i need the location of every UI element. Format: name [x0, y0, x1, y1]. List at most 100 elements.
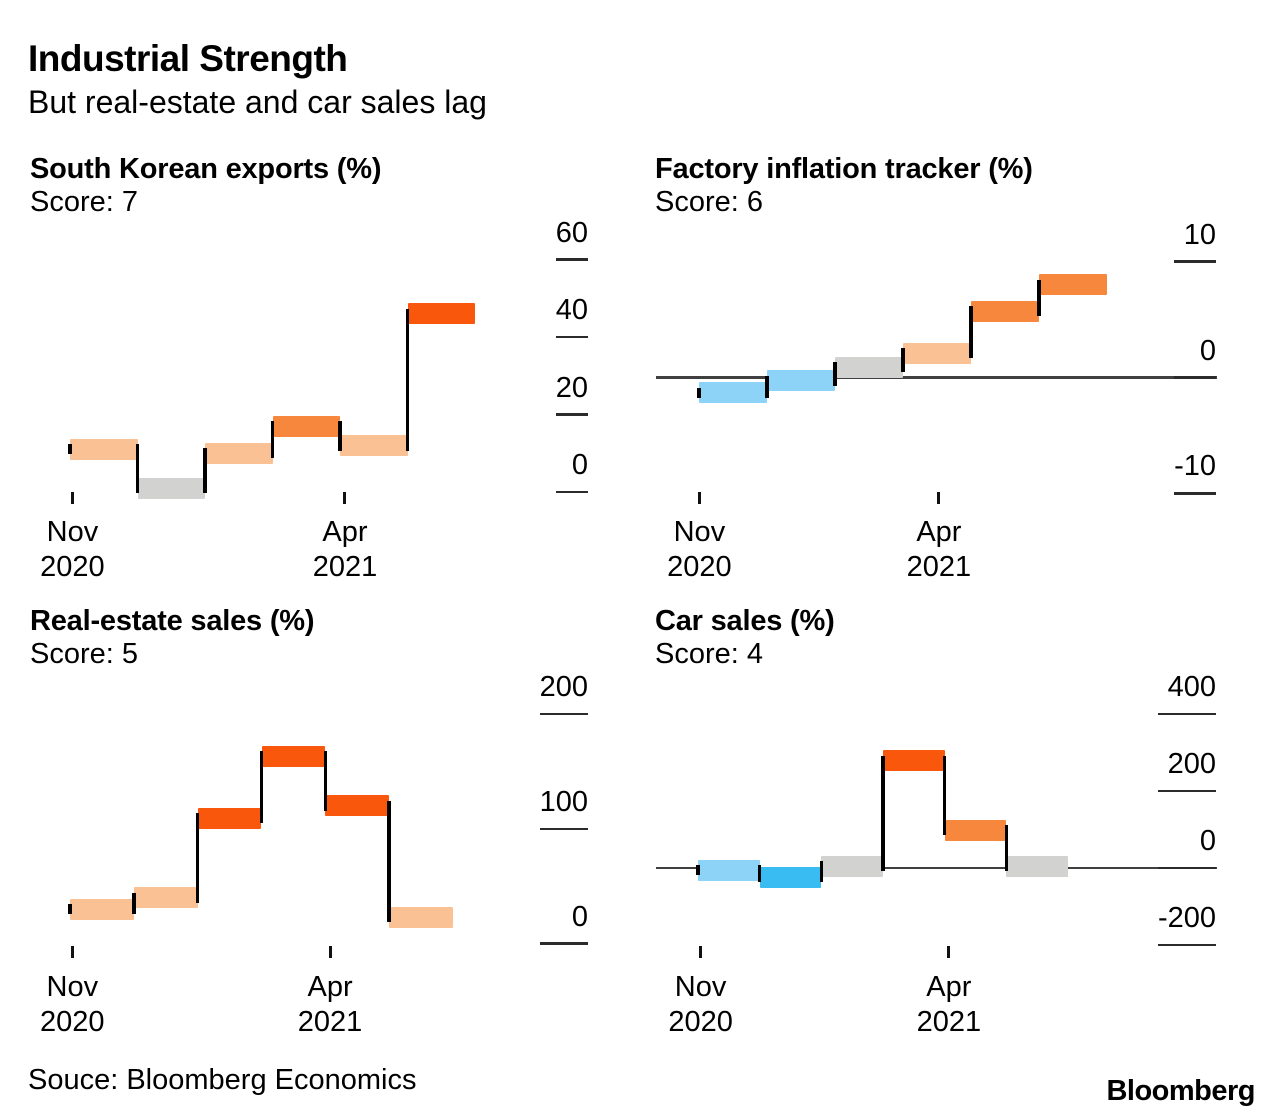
- chart-score: Score: 5: [30, 638, 138, 670]
- x-tick-mark: [697, 492, 701, 504]
- y-tick-label: -10: [1174, 450, 1216, 483]
- x-tick-label: Apr 2021: [298, 970, 363, 1040]
- x-tick-mark: [70, 946, 74, 958]
- y-tick-label: 0: [571, 900, 588, 933]
- y-tick-mark: [556, 335, 588, 339]
- chart-score: Score: 6: [655, 186, 763, 218]
- bar-connector: [323, 751, 328, 811]
- x-tick-year: 2021: [297, 1006, 363, 1038]
- x-tick-mark: [343, 492, 347, 504]
- x-tick-label: Nov 2020: [668, 970, 733, 1040]
- bloomberg-logo: Bloomberg: [1106, 1075, 1255, 1107]
- y-tick-mark: [540, 827, 588, 830]
- y-tick-mark: [1158, 712, 1216, 716]
- zero-axis-line: [656, 376, 1217, 379]
- bar-connector: [259, 751, 264, 824]
- bar-connector: [387, 800, 391, 923]
- waterfall-bar: [699, 382, 767, 404]
- waterfall-bar: [971, 300, 1039, 322]
- source-note: Souce: Bloomberg Economics: [28, 1064, 417, 1096]
- y-tick-label: 0: [1199, 825, 1216, 857]
- x-tick-month: Apr: [926, 971, 972, 1003]
- y-tick-label: 20: [555, 371, 588, 404]
- x-tick-year: 2020: [668, 1006, 733, 1038]
- waterfall-bar: [821, 855, 883, 877]
- x-tick-month: Nov: [674, 971, 727, 1003]
- bar-connector: [132, 892, 136, 915]
- bar-connector: [405, 308, 410, 451]
- y-tick-label: 400: [1167, 671, 1216, 703]
- y-tick-label: 200: [539, 671, 588, 703]
- waterfall-bar: [903, 342, 971, 364]
- y-tick-mark: [556, 258, 588, 261]
- waterfall-bar: [133, 887, 198, 909]
- x-tick-year: 2020: [667, 551, 732, 583]
- x-tick-mark: [937, 492, 941, 504]
- waterfall-bar: [1006, 855, 1068, 877]
- chart-score: Score: 4: [655, 638, 763, 670]
- x-tick-mark: [699, 946, 703, 958]
- x-tick-month: Apr: [307, 971, 353, 1003]
- y-tick-label: 200: [1167, 748, 1216, 780]
- waterfall-bar: [325, 795, 390, 817]
- x-tick-label: Apr 2021: [907, 515, 972, 585]
- zero-axis-line: [656, 866, 1217, 870]
- bar-connector: [757, 865, 762, 883]
- bar-connector: [195, 813, 200, 903]
- bar-connector: [1004, 825, 1009, 872]
- x-tick-label: Apr 2021: [917, 970, 982, 1040]
- waterfall-bar: [759, 866, 822, 888]
- chart-title: South Korean exports (%): [30, 153, 382, 185]
- y-tick-label: 0: [571, 449, 588, 481]
- chart-title: Car sales (%): [655, 605, 835, 637]
- series-start-nub: [68, 904, 72, 915]
- x-tick-label: Nov 2020: [40, 970, 105, 1040]
- y-tick-label: 0: [1199, 334, 1216, 367]
- chart-score: Score: 7: [30, 186, 138, 218]
- bar-connector: [901, 348, 905, 373]
- series-start-nub: [68, 444, 72, 455]
- waterfall-bar: [137, 477, 205, 499]
- x-tick-mark: [947, 946, 951, 958]
- x-tick-year: 2021: [906, 551, 972, 583]
- waterfall-bar: [70, 438, 138, 460]
- waterfall-bar: [70, 898, 134, 920]
- x-tick-year: 2020: [40, 1006, 105, 1038]
- waterfall-bar: [340, 435, 408, 456]
- bar-connector: [942, 755, 947, 836]
- x-tick-month: Nov: [673, 516, 726, 548]
- y-tick-label: 10: [1183, 218, 1216, 251]
- bar-connector: [881, 755, 885, 872]
- x-tick-month: Apr: [322, 516, 368, 548]
- x-tick-mark: [328, 946, 332, 958]
- y-tick-mark: [1158, 789, 1216, 793]
- page-title: Industrial Strength: [28, 38, 348, 79]
- waterfall-bar: [389, 906, 453, 928]
- x-tick-label: Nov 2020: [40, 515, 105, 585]
- y-tick-label: 40: [555, 294, 588, 326]
- series-start-nub: [696, 865, 700, 876]
- waterfall-bar: [272, 415, 340, 437]
- y-tick-mark: [1174, 260, 1216, 263]
- bar-connector: [1037, 279, 1041, 317]
- page-subtitle: But real-estate and car sales lag: [28, 84, 487, 120]
- waterfall-bar: [205, 442, 273, 464]
- y-tick-mark: [540, 942, 588, 945]
- y-tick-mark: [1158, 943, 1216, 947]
- x-tick-year: 2020: [40, 551, 105, 583]
- waterfall-bar: [944, 819, 1007, 841]
- bar-connector: [833, 362, 837, 386]
- x-tick-month: Nov: [46, 971, 99, 1003]
- bar-connector: [203, 448, 207, 494]
- bar-connector: [969, 306, 973, 359]
- y-tick-mark: [1158, 866, 1216, 870]
- bar-connector: [765, 375, 769, 398]
- y-tick-label: 100: [539, 785, 588, 818]
- waterfall-bar: [197, 807, 262, 829]
- waterfall-bar: [1039, 274, 1107, 296]
